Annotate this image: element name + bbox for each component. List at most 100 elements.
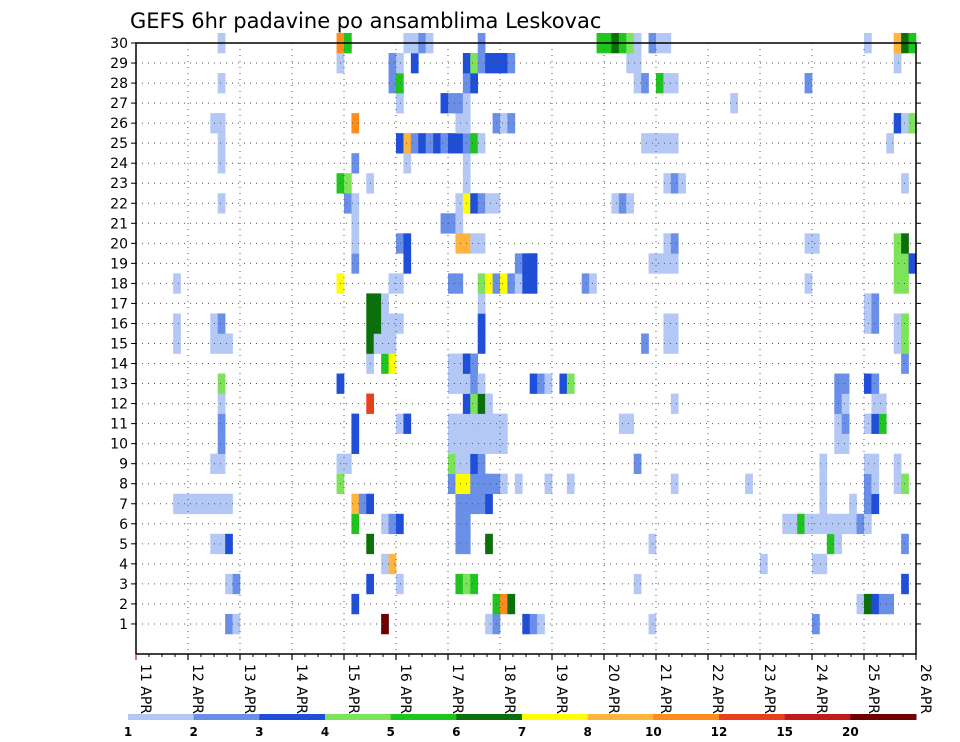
heatmap-cell: [448, 133, 456, 154]
heatmap-cell: [670, 233, 679, 254]
heatmap-cell: [225, 613, 233, 635]
legend-label: 1: [124, 725, 132, 739]
heatmap-cell: [514, 473, 523, 495]
y-tick-label: 26: [110, 116, 128, 132]
heatmap-cell: [812, 513, 820, 535]
y-tick-label: 1: [119, 617, 128, 633]
heatmap-cell: [485, 433, 493, 454]
heatmap-cell: [485, 393, 493, 414]
legend-swatch: [850, 714, 917, 720]
heatmap-cell: [433, 133, 441, 154]
heatmap-cell: [477, 453, 486, 474]
heatmap-cell: [589, 273, 597, 294]
heatmap-cell: [388, 313, 397, 334]
heatmap-cell: [381, 553, 389, 575]
heatmap-cell: [656, 133, 664, 154]
heatmap-cell: [626, 193, 635, 214]
heatmap-cell: [344, 453, 352, 474]
legend-label: 6: [452, 725, 460, 739]
heatmap-cell: [455, 493, 464, 515]
heatmap-cell: [396, 93, 404, 114]
heatmap-cell: [470, 393, 479, 414]
heatmap-cell: [485, 273, 493, 294]
heatmap-cell: [485, 613, 493, 635]
y-tick-label: 28: [110, 76, 128, 92]
heatmap-cell: [507, 273, 516, 294]
heatmap-cell: [901, 533, 909, 555]
heatmap-cell: [455, 353, 464, 374]
heatmap-cell: [403, 413, 412, 434]
heatmap-cell: [864, 513, 872, 535]
heatmap-cell: [537, 373, 545, 394]
heatmap-cell: [202, 493, 211, 515]
heatmap-cell: [878, 593, 887, 615]
heatmap-cell: [485, 473, 493, 495]
heatmap-cell: [440, 213, 449, 234]
legend-label: 10: [645, 725, 662, 739]
y-tick-label: 27: [110, 96, 128, 112]
y-tick-label: 7: [119, 497, 128, 513]
heatmap-cell: [893, 333, 902, 354]
heatmap-cell: [641, 73, 649, 94]
legend-label: 4: [321, 725, 329, 739]
heatmap-cell: [396, 273, 404, 294]
heatmap-cell: [477, 473, 486, 495]
heatmap-cell: [507, 593, 516, 615]
heatmap-cell: [856, 513, 865, 535]
heatmap-cell: [217, 373, 226, 394]
heatmap-cell: [485, 53, 493, 74]
x-tick-label: 26 APR: [917, 664, 933, 714]
x-tick-label: 25 APR: [865, 664, 881, 714]
heatmap-cell: [871, 313, 880, 334]
y-tick-label: 29: [110, 56, 128, 72]
heatmap-cell: [893, 273, 902, 294]
y-tick-label: 5: [119, 537, 128, 553]
heatmap-cell: [410, 133, 419, 154]
heatmap-cell: [663, 333, 672, 354]
heatmap-cell: [448, 93, 456, 114]
heatmap-cell: [812, 233, 820, 254]
heatmap-cell: [344, 173, 352, 194]
y-tick-label: 2: [119, 597, 128, 613]
legend-label: 5: [386, 725, 394, 739]
heatmap-cell: [485, 413, 493, 434]
y-tick-label: 14: [110, 357, 128, 373]
heatmap-cell: [544, 373, 553, 394]
heatmap-cell: [663, 173, 672, 194]
heatmap-cell: [410, 53, 419, 74]
heatmap-cell: [864, 313, 872, 334]
heatmap-cell: [455, 413, 464, 434]
heatmap-cell: [626, 53, 635, 74]
heatmap-cell: [663, 133, 672, 154]
heatmap-cell: [381, 293, 389, 314]
heatmap-cell: [826, 513, 835, 535]
heatmap-cell: [893, 313, 902, 334]
heatmap-cell: [819, 493, 828, 515]
heatmap-cell: [396, 573, 404, 595]
y-tick-label: 30: [110, 36, 128, 52]
heatmap-cell: [470, 453, 479, 474]
heatmap-cell: [514, 273, 523, 294]
heatmap-cell: [670, 473, 679, 495]
heatmap-cell: [871, 593, 880, 615]
heatmap-cell: [351, 493, 360, 515]
heatmap-cell: [448, 213, 456, 234]
heatmap-cell: [388, 53, 397, 74]
heatmap-cell: [477, 333, 486, 354]
heatmap-cell: [470, 353, 479, 374]
heatmap-cell: [351, 153, 360, 174]
heatmap-cell: [901, 273, 909, 294]
legend-swatch: [587, 714, 654, 720]
heatmap-cell: [893, 453, 902, 474]
heatmap-cell: [225, 573, 233, 595]
heatmap-cell: [633, 73, 642, 94]
y-tick-label: 4: [119, 557, 128, 573]
heatmap-cell: [470, 233, 479, 254]
heatmap-cell: [878, 413, 887, 434]
heatmap-cell: [188, 493, 196, 515]
heatmap-cell: [351, 513, 360, 535]
heatmap-cell: [633, 53, 642, 74]
heatmap-cell: [217, 433, 226, 454]
heatmap-cell: [477, 413, 486, 434]
heatmap-cell: [633, 453, 642, 474]
